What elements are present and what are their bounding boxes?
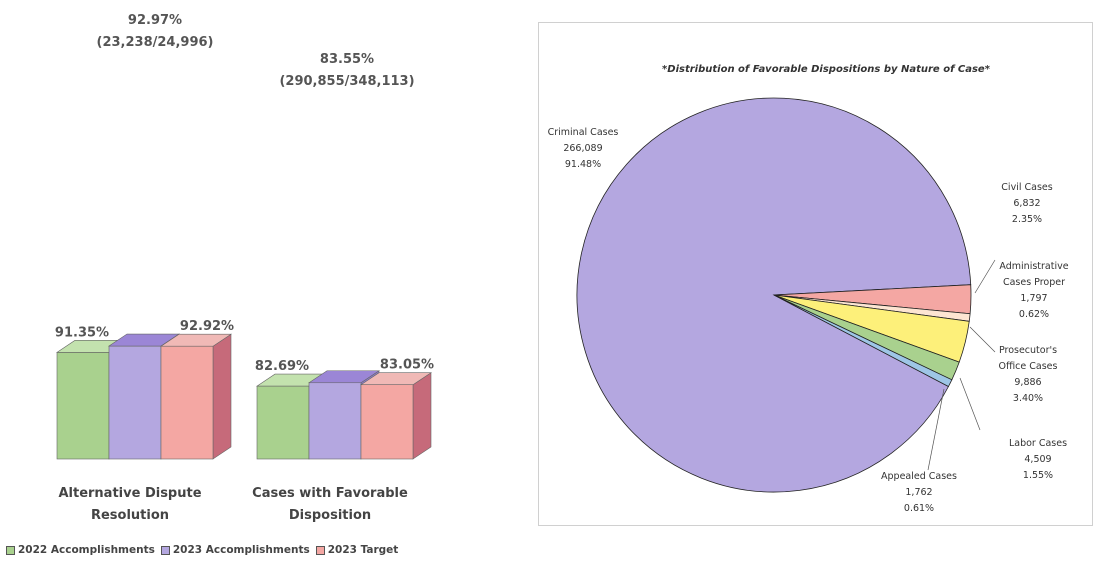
legend-label-2023: 2023 Accomplishments xyxy=(172,544,310,556)
pie-leader-line-1 xyxy=(969,326,996,353)
pie-label-5-2: 0.61% xyxy=(904,503,934,514)
pie-chart-title: *Distribution of Favorable Dispositions … xyxy=(662,64,991,75)
pie-label-2-0: Administrative xyxy=(999,261,1068,272)
legend-item-target: 2023 Target xyxy=(315,544,399,556)
pie-label-4-2: 1.55% xyxy=(1023,470,1053,481)
pie-label-5-1: 1,762 xyxy=(905,487,932,498)
bar-chart-legend: 2022 Accomplishments 2023 Accomplishment… xyxy=(6,544,398,556)
legend-label-2022: 2022 Accomplishments xyxy=(18,544,155,556)
pie-label-1-0: Civil Cases xyxy=(1001,182,1052,193)
bar-value-label-0-2: 92.92% xyxy=(180,319,234,334)
bar-group-annotation-1-0: 83.55% xyxy=(320,52,374,67)
pie-label-1-1: 6,832 xyxy=(1013,198,1040,209)
pie-label-0-0: Criminal Cases xyxy=(548,127,619,138)
legend-swatch-target xyxy=(315,545,325,555)
bar-group-annotation-0-0: 92.97% xyxy=(128,13,182,28)
pie-leader-line-0 xyxy=(974,259,996,294)
bar-1-0 xyxy=(256,385,310,460)
category-label-1-1: Disposition xyxy=(289,508,371,523)
legend-swatch-2022 xyxy=(6,545,15,555)
bar-0-0 xyxy=(56,352,110,460)
legend-swatch-2023 xyxy=(160,545,170,555)
bar-group-annotation-1-1: (290,855/348,113) xyxy=(279,74,414,89)
bar-value-label-0-0: 91.35% xyxy=(55,325,109,340)
bar-chart: 91.35% 92.92% 92.97% (23,238/24,996) Alterna… xyxy=(55,13,434,523)
bar-value-label-1-2: 83.05% xyxy=(380,358,434,373)
bar-value-label-1-0: 82.69% xyxy=(255,359,309,374)
pie-label-3-3: 3.40% xyxy=(1013,393,1043,404)
pie-label-5-0: Appealed Cases xyxy=(881,471,957,482)
legend-label-target: 2023 Target xyxy=(327,544,399,556)
pie-leader-line-2 xyxy=(959,377,981,431)
pie-label-2-3: 0.62% xyxy=(1019,309,1049,320)
category-label-0-1: Resolution xyxy=(91,508,169,523)
pie-label-0-1: 266,089 xyxy=(563,143,602,154)
bar-group-annotation-0-1: (23,238/24,996) xyxy=(97,35,214,50)
pie-label-0-2: 91.48% xyxy=(565,159,601,170)
category-label-1-0: Cases with Favorable xyxy=(252,486,408,501)
bar-top-1-2 xyxy=(360,372,432,386)
legend-item-2023: 2023 Accomplishments xyxy=(160,544,310,556)
pie-label-3-1: Office Cases xyxy=(999,361,1058,372)
bar-top-1-1 xyxy=(308,370,380,384)
category-label-0-0: Alternative Dispute xyxy=(58,486,201,501)
pie-slice-0 xyxy=(576,97,972,493)
pie-slice-5 xyxy=(773,294,953,388)
pie-leader-line-3 xyxy=(927,388,945,471)
pie-label-4-0: Labor Cases xyxy=(1009,438,1067,449)
bar-top-0-2 xyxy=(160,333,232,347)
bar-1-2 xyxy=(360,384,414,460)
bar-1-1 xyxy=(308,382,362,460)
legend-item-2022: 2022 Accomplishments xyxy=(6,544,155,556)
pie-label-2-2: 1,797 xyxy=(1020,293,1047,304)
pie-label-2-1: Cases Proper xyxy=(1003,277,1065,288)
pie-label-3-0: Prosecutor's xyxy=(999,345,1057,356)
pie-label-1-2: 2.35% xyxy=(1012,214,1042,225)
bar-0-2 xyxy=(160,345,214,460)
pie-label-3-2: 9,886 xyxy=(1014,377,1041,388)
pie-label-4-1: 4,509 xyxy=(1024,454,1051,465)
